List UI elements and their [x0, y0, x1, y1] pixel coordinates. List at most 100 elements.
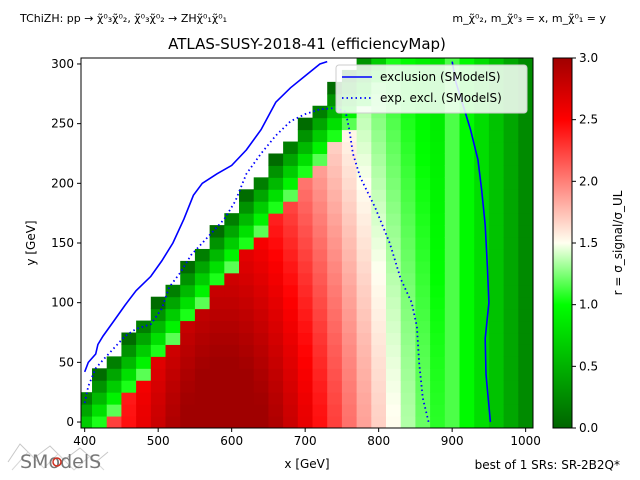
- heatmap-cell: [297, 344, 314, 357]
- heatmap-cell: [400, 177, 416, 190]
- heatmap-cell: [474, 213, 490, 226]
- heatmap-cell: [297, 141, 314, 154]
- heatmap-cell: [371, 177, 387, 190]
- heatmap-cell: [400, 201, 416, 214]
- heatmap-cell: [371, 201, 387, 214]
- heatmap-cell: [503, 416, 519, 428]
- heatmap-cell: [283, 332, 299, 345]
- plot-area: 400 500 600 700 800 900 1000 0 50 100 150 200 250 30…: [51, 57, 541, 448]
- colorbar-ticks: 0.0 0.5 1.0 1.5 2.0 2.5 3.0: [572, 51, 598, 435]
- heatmap-cell: [341, 320, 358, 334]
- colorbar: 0.0 0.5 1.0 1.5 2.0 2.5 3.0 r = σ_signal/σ_UL: [552, 51, 625, 435]
- heatmap-cell: [268, 153, 284, 166]
- heatmap-cell: [371, 416, 387, 428]
- heatmap-cell: [327, 189, 343, 202]
- heatmap-cell: [224, 237, 240, 250]
- heatmap-cell: [194, 308, 211, 322]
- y-tick-label: 0: [66, 415, 74, 429]
- heatmap-cell: [488, 153, 505, 166]
- heatmap-cell: [356, 260, 372, 274]
- heatmap-cell: [371, 129, 387, 143]
- heatmap-cell: [239, 320, 255, 334]
- heatmap-cell: [488, 237, 505, 250]
- heatmap-cell: [518, 404, 533, 417]
- heatmap-cell: [239, 296, 255, 310]
- heatmap-cell: [268, 320, 284, 334]
- heatmap-cell: [459, 177, 475, 190]
- heatmap-cell: [268, 392, 284, 405]
- legend: exclusion (SModelS) exp. excl. (SModelS): [335, 64, 528, 114]
- colorbar-tick-label: 0.5: [579, 359, 598, 373]
- heatmap-cell: [239, 213, 255, 226]
- heatmap-cell: [503, 117, 519, 131]
- heatmap-cell: [518, 296, 533, 310]
- heatmap-cell: [518, 368, 533, 381]
- heatmap-cell: [341, 344, 358, 357]
- heatmap-cell: [459, 392, 475, 405]
- heatmap-cell: [430, 165, 446, 178]
- heatmap-cell: [341, 404, 358, 417]
- heatmap-cell: [474, 416, 490, 428]
- heatmap-cell: [386, 344, 402, 357]
- heatmap-cell: [312, 189, 328, 202]
- heatmap-cell: [106, 416, 122, 428]
- mass-relation-label: m_χ̃⁰₂, m_χ̃⁰₃ = x, m_χ̃⁰₁ = y: [452, 12, 606, 25]
- heatmap-cell: [283, 392, 299, 405]
- heatmap-cell: [386, 332, 402, 345]
- heatmap-cell: [194, 416, 211, 428]
- heatmap-cell: [239, 237, 255, 250]
- heatmap-cell: [327, 165, 343, 178]
- heatmap-cell: [165, 380, 181, 393]
- heatmap-cell: [430, 308, 446, 322]
- heatmap-cell: [444, 177, 461, 190]
- heatmap-cell: [415, 177, 431, 190]
- heatmap-cell: [430, 117, 446, 131]
- heatmap-cell: [430, 237, 446, 250]
- heatmap-cell: [81, 416, 93, 428]
- heatmap-cell: [327, 416, 343, 428]
- heatmap-cell: [327, 308, 343, 322]
- heatmap-cell: [371, 141, 387, 154]
- heatmap-cell: [518, 153, 533, 166]
- heatmap-cell: [371, 272, 387, 286]
- heatmap-cell: [341, 177, 358, 190]
- heatmap-cell: [386, 260, 402, 274]
- x-tick-label: 800: [367, 434, 390, 448]
- heatmap-cell: [415, 129, 431, 143]
- heatmap-cell: [239, 332, 255, 345]
- heatmap-cell: [194, 380, 211, 393]
- heatmap-cell: [400, 225, 416, 238]
- heatmap-cell: [459, 380, 475, 393]
- heatmap-cell: [444, 225, 461, 238]
- heatmap-cell: [341, 225, 358, 238]
- heatmap-cell: [239, 368, 255, 381]
- heatmap-cell: [444, 260, 461, 274]
- heatmap-cell: [415, 320, 431, 334]
- x-tick-label: 400: [73, 434, 96, 448]
- heatmap-cell: [400, 404, 416, 417]
- heatmap-cell: [268, 248, 284, 262]
- heatmap-cell: [194, 284, 211, 298]
- heatmap-cell: [356, 356, 372, 369]
- heatmap-cell: [386, 177, 402, 190]
- heatmap-cell: [327, 201, 343, 214]
- heatmap-cell: [459, 141, 475, 154]
- heatmap-cell: [180, 344, 196, 357]
- legend-label-expected: exp. excl. (SModelS): [380, 91, 502, 105]
- exclusion-curve: [83, 60, 328, 373]
- heatmap-cell: [253, 416, 269, 428]
- heatmap-cell: [297, 117, 314, 131]
- heatmap-cell: [400, 248, 416, 262]
- heatmap-cell: [371, 237, 387, 250]
- heatmap-cell: [268, 296, 284, 310]
- heatmap-cell: [224, 344, 240, 357]
- heatmap-cell: [444, 117, 461, 131]
- heatmap-cell: [400, 392, 416, 405]
- heatmap-cell: [268, 260, 284, 274]
- heatmap-cell: [341, 141, 358, 154]
- heatmap-cell: [518, 129, 533, 143]
- heatmap-cell: [400, 332, 416, 345]
- heatmap-cell: [459, 117, 475, 131]
- heatmap-cell: [194, 332, 211, 345]
- heatmap-cell: [165, 356, 181, 369]
